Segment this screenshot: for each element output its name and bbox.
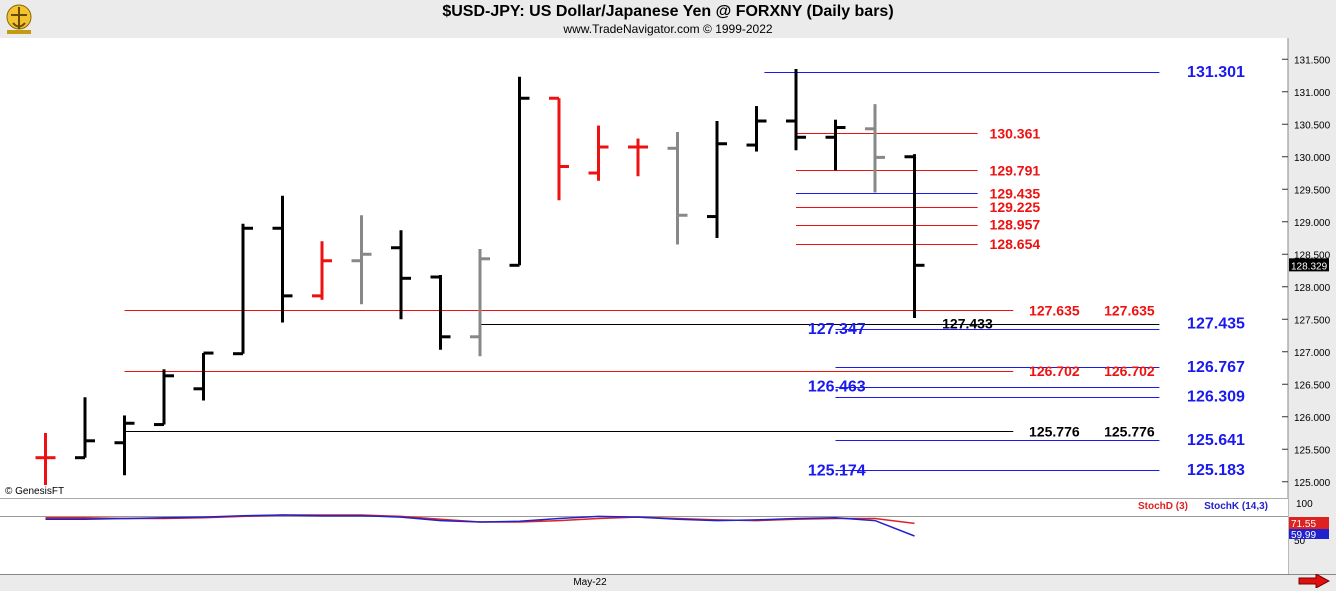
last-price-box <box>1289 258 1329 272</box>
stoch-d-value-box <box>1289 517 1329 529</box>
stoch-d-value: 71.55 <box>1291 519 1316 530</box>
stoch-k-value: 59.99 <box>1291 530 1316 541</box>
chart-title: $USD-JPY: US Dollar/Japanese Yen @ FORXN… <box>442 3 894 20</box>
stoch-tick-label: 50 <box>1294 536 1306 547</box>
y-tick-label: 127.000 <box>1294 348 1331 359</box>
level-label: 128.654 <box>990 236 1041 252</box>
y-tick-label: 128.000 <box>1294 283 1331 294</box>
level-label: 125.641 <box>1187 432 1245 449</box>
stoch-k-legend: StochK (14,3) <box>1204 501 1268 512</box>
y-tick-label: 129.000 <box>1294 218 1331 229</box>
stoch-d-legend: StochD (3) <box>1138 501 1188 512</box>
y-tick-label: 131.500 <box>1294 55 1331 66</box>
chart-subtitle: www.TradeNavigator.com © 1999-2022 <box>563 22 773 36</box>
y-tick-label: 130.000 <box>1294 153 1331 164</box>
last-price-label: 128.329 <box>1291 261 1328 272</box>
y-tick-label: 131.000 <box>1294 88 1331 99</box>
level-label: 126.309 <box>1187 389 1245 406</box>
price-panel <box>0 38 1288 498</box>
level-label: 131.301 <box>1187 64 1245 81</box>
x-axis-label: May-22 <box>573 577 607 588</box>
level-label: 126.767 <box>1187 359 1245 376</box>
level-label: 126.702 <box>1029 363 1080 379</box>
y-tick-label: 125.500 <box>1294 445 1331 456</box>
level-label: 125.174 <box>808 462 866 479</box>
level-label: 127.347 <box>808 321 866 338</box>
copyright-label: © GenesisFT <box>5 486 64 497</box>
level-label: 127.435 <box>1187 315 1245 332</box>
level-label: 125.776 <box>1029 423 1080 439</box>
level-label: 126.702 <box>1104 363 1155 379</box>
y-tick-label: 126.000 <box>1294 413 1331 424</box>
stoch-k-line <box>45 514 915 537</box>
y-tick-label: 126.500 <box>1294 380 1331 391</box>
level-label: 125.183 <box>1187 462 1245 479</box>
level-label: 129.225 <box>990 199 1041 215</box>
level-label: 129.435 <box>990 185 1041 201</box>
level-label: 126.463 <box>808 379 866 396</box>
stoch-tick-label: 100 <box>1296 499 1313 510</box>
level-label: 127.635 <box>1029 302 1080 318</box>
stoch-panel <box>0 499 1288 574</box>
y-tick-label: 130.500 <box>1294 120 1331 131</box>
level-label: 127.635 <box>1104 302 1155 318</box>
scroll-right-arrow-icon[interactable] <box>1298 574 1330 588</box>
y-tick-label: 128.500 <box>1294 250 1331 261</box>
level-label: 127.433 <box>942 316 993 332</box>
trade-navigator-logo-icon <box>6 4 32 34</box>
stoch-k-value-box <box>1289 529 1329 539</box>
level-label: 130.361 <box>990 125 1041 141</box>
level-label: 125.776 <box>1104 423 1155 439</box>
y-tick-label: 125.000 <box>1294 478 1331 489</box>
chart-header <box>0 0 1336 38</box>
y-tick-label: 129.500 <box>1294 185 1331 196</box>
level-label: 129.791 <box>990 162 1041 178</box>
y-tick-label: 127.500 <box>1294 315 1331 326</box>
level-label: 128.957 <box>990 217 1041 233</box>
